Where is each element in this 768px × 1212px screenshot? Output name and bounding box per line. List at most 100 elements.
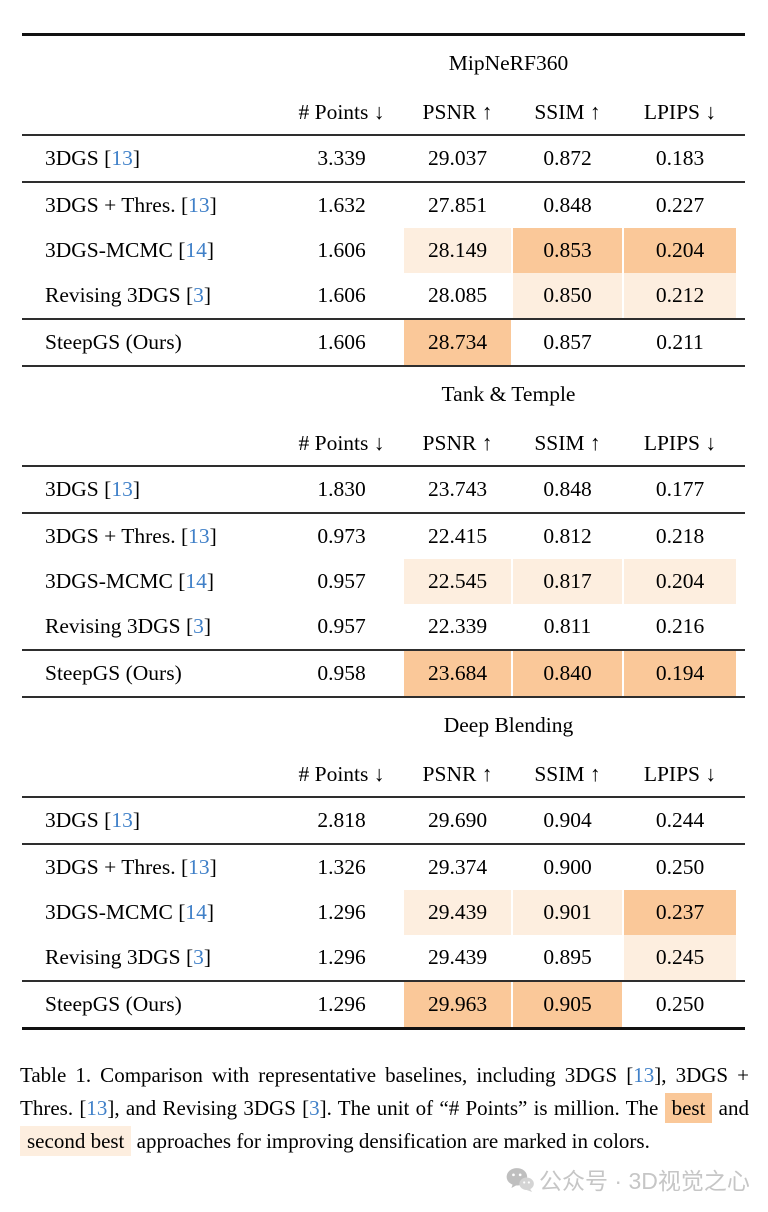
column-header: LPIPS ↓ — [643, 761, 717, 786]
metric-value: 1.606 — [317, 330, 366, 354]
citation-link[interactable]: 14 — [185, 238, 207, 262]
cite-bracket: ] — [319, 1096, 327, 1120]
method-name: 3DGS + Thres. — [45, 855, 181, 879]
citation-link[interactable]: 3 — [193, 283, 204, 307]
cite-bracket: ] — [203, 614, 212, 638]
cite-bracket: ] — [132, 146, 140, 170]
metric-value: 29.037 — [427, 146, 488, 170]
citation-link[interactable]: 13 — [188, 193, 210, 217]
second-highlight: 28.149 — [404, 228, 511, 273]
metric-value: 0.958 — [317, 661, 366, 685]
column-header-row: # Points ↓ PSNR ↑ SSIM ↑ LPIPS ↓ — [22, 90, 737, 134]
cite-bracket: [ — [185, 614, 194, 638]
metric-value: 29.374 — [427, 855, 488, 879]
metric-value: 0.244 — [655, 808, 705, 832]
method-cell: 3DGS [13] — [22, 136, 280, 181]
metric-cell: 0.204 — [623, 228, 737, 273]
citation-link[interactable]: 13 — [86, 1096, 108, 1120]
metric-cell: 1.606 — [280, 228, 403, 273]
cite-bracket: ] — [203, 945, 212, 969]
table-row: 3DGS [13] 1.830 23.743 0.848 0.177 — [22, 467, 737, 512]
metric-cell: 0.250 — [623, 845, 737, 890]
column-header: PSNR ↑ — [422, 430, 493, 455]
metric-cell: 27.851 — [403, 183, 512, 228]
table-caption: Table 1. Comparison with representative … — [20, 1059, 749, 1158]
citation-link[interactable]: 3 — [193, 945, 204, 969]
method-cell: Revising 3DGS [3] — [22, 604, 280, 649]
citation-link[interactable]: 13 — [188, 855, 210, 879]
metric-cell: 0.237 — [623, 890, 737, 935]
metric-cell: 0.848 — [512, 467, 623, 512]
method-cell: SteepGS (Ours) — [22, 982, 280, 1027]
citation-link[interactable]: 13 — [633, 1063, 655, 1087]
citation-link[interactable]: 13 — [188, 524, 210, 548]
metric-value: 0.848 — [543, 193, 592, 217]
method-cell: 3DGS-MCMC [14] — [22, 559, 280, 604]
metric-value: 28.085 — [427, 283, 488, 307]
column-header: SSIM ↑ — [534, 430, 601, 455]
citation-link[interactable]: 13 — [111, 146, 133, 170]
metric-value: 1.632 — [317, 193, 366, 217]
ours-separator-rule — [22, 980, 745, 982]
metric-value: 0.900 — [543, 855, 592, 879]
table-row: 3DGS + Thres. [13] 0.973 22.415 0.812 0.218 — [22, 514, 737, 559]
metric-cell: 0.904 — [512, 798, 623, 843]
method-cell: 3DGS [13] — [22, 798, 280, 843]
row-label-header — [22, 90, 280, 134]
table-row: SteepGS (Ours) 1.296 29.963 0.905 0.250 — [22, 982, 737, 1027]
wechat-icon — [506, 1167, 534, 1192]
metric-value: 1.296 — [317, 900, 366, 924]
section-rule — [22, 365, 745, 367]
table-row: 3DGS + Thres. [13] 1.326 29.374 0.900 0.250 — [22, 845, 737, 890]
metric-value: 0.895 — [543, 945, 592, 969]
metric-cell: 29.690 — [403, 798, 512, 843]
metric-value: 0.216 — [655, 614, 705, 638]
cite-bracket: [ — [302, 1096, 310, 1120]
metric-value: 0.177 — [655, 477, 705, 501]
method-name: SteepGS (Ours) — [45, 661, 182, 685]
method-cell: 3DGS + Thres. [13] — [22, 183, 280, 228]
caption-text: and — [712, 1096, 750, 1120]
metric-value: 0.250 — [655, 992, 705, 1016]
metric-cell: 28.734 — [403, 320, 512, 365]
second-highlight: 0.817 — [513, 559, 622, 604]
dataset-title: MipNeRF360 — [448, 50, 569, 75]
citation-link[interactable]: 14 — [185, 569, 207, 593]
metric-cell: 0.900 — [512, 845, 623, 890]
table-row: Revising 3DGS [3] 0.957 22.339 0.811 0.216 — [22, 604, 737, 649]
second-highlight: 0.901 — [513, 890, 622, 935]
citation-link[interactable]: 3 — [193, 614, 204, 638]
table-row: 3DGS [13] 3.339 29.037 0.872 0.183 — [22, 136, 737, 181]
metric-value: 22.339 — [427, 614, 488, 638]
metric-value: 27.851 — [427, 193, 488, 217]
cite-bracket: [ — [178, 569, 186, 593]
cite-bracket: ] — [209, 193, 217, 217]
metric-value: 1.830 — [317, 477, 366, 501]
watermark: 公众号 · 3D视觉之心 — [506, 1162, 750, 1196]
citation-link[interactable]: 13 — [111, 477, 133, 501]
metric-cell: 0.194 — [623, 651, 737, 696]
column-header: # Points ↓ — [298, 761, 385, 786]
metric-value: 0.957 — [317, 614, 366, 638]
metric-cell: 0.905 — [512, 982, 623, 1027]
method-name: 3DGS — [45, 477, 105, 501]
cite-bracket: ] — [107, 1096, 115, 1120]
ours-separator-rule — [22, 649, 745, 651]
method-cell: SteepGS (Ours) — [22, 651, 280, 696]
metric-value: 0.811 — [543, 614, 592, 638]
citation-link[interactable]: 13 — [111, 808, 133, 832]
citation-link[interactable]: 14 — [185, 900, 207, 924]
column-header: PSNR ↑ — [422, 761, 493, 786]
citation-link[interactable]: 3 — [309, 1096, 320, 1120]
method-cell: Revising 3DGS [3] — [22, 273, 280, 318]
header-rule — [22, 796, 745, 798]
metric-cell: 1.296 — [280, 890, 403, 935]
method-cell: 3DGS [13] — [22, 467, 280, 512]
second-highlight-label: second best — [20, 1126, 132, 1156]
metric-cell: 0.811 — [512, 604, 623, 649]
metric-value: 23.743 — [427, 477, 488, 501]
metric-value: 1.296 — [317, 945, 366, 969]
metric-cell: 0.183 — [623, 136, 737, 181]
column-header: SSIM ↑ — [534, 761, 601, 786]
method-cell: Revising 3DGS [3] — [22, 935, 280, 980]
